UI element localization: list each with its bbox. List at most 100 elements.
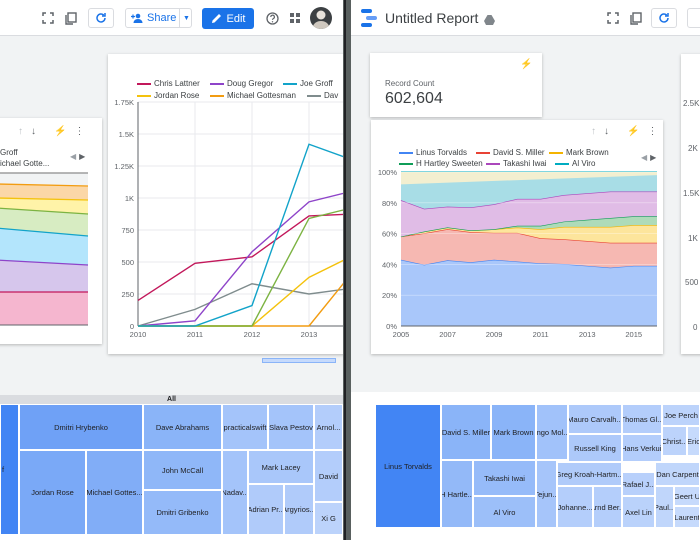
treemap-cell[interactable]: Laurent <box>674 506 700 528</box>
treemap-cell[interactable]: Eric <box>687 426 700 456</box>
treemap-cell[interactable]: Geert U <box>674 486 700 506</box>
treemap-cell[interactable]: Dmitri Hrybenko <box>19 404 143 450</box>
x-tick-label: 2013 <box>579 330 596 339</box>
fullscreen-icon[interactable] <box>603 8 623 28</box>
treemap-cell[interactable]: Al Viro <box>473 496 536 528</box>
x-tick-label: 2007 <box>439 330 456 339</box>
treemap-cell[interactable]: Arnd Ber... <box>593 486 622 528</box>
legend-item: Michael Gottesman <box>210 91 296 100</box>
treemap-cell[interactable]: Nadav... <box>222 450 248 535</box>
treemap-cell[interactable]: John McCall <box>143 450 222 490</box>
treemap-header: All <box>0 395 343 404</box>
treemap-cell[interactable]: Thomas Gl... <box>622 404 662 434</box>
treemap-cell[interactable]: practicalswift <box>222 404 268 450</box>
treemap-left[interactable]: All f Dmitri Hrybenko Dave Abrahams prac… <box>0 395 343 540</box>
copy-icon[interactable] <box>626 8 646 28</box>
y-tick: 0 <box>693 323 698 332</box>
treemap-cell[interactable]: H Hartle... <box>441 460 473 528</box>
treemap-cell[interactable]: Tejun... <box>536 460 557 528</box>
treemap-cell[interactable]: Dave Abrahams <box>143 404 222 450</box>
treemap-cell[interactable]: David S. Miller <box>441 404 491 460</box>
x-tick-label: 2009 <box>486 330 503 339</box>
chart-header-icons: ↑ ↓ ⚡ ⋮ <box>591 126 657 137</box>
sort-up-icon[interactable]: ↑ <box>18 126 23 137</box>
treemap-cell[interactable]: Slava Pestov <box>268 404 314 450</box>
legend-item: Al Viro <box>555 159 595 168</box>
treemap-cell[interactable]: Michael Gottes... <box>86 450 143 535</box>
apps-grid-icon[interactable] <box>287 8 303 28</box>
lightning-off-icon[interactable]: ⚡ <box>54 126 67 137</box>
treemap-cell[interactable]: Ingo Mol... <box>536 404 568 460</box>
treemap-cell[interactable]: Mark Lacey <box>248 450 314 484</box>
treemap-cell[interactable]: David <box>314 450 343 502</box>
legend-item: Linus Torvalds <box>399 148 467 157</box>
treemap-cell[interactable]: Takashi Iwai <box>473 460 536 496</box>
y-tick-label: 0 <box>130 322 134 331</box>
y-tick-label: 60% <box>382 230 397 239</box>
chevron-down-icon[interactable]: ▼ <box>183 14 190 22</box>
scorecard-value: 602,604 <box>385 90 443 107</box>
area-chart-card[interactable]: ↑ ↓ ⚡ ⋮ Linus Torvalds David S. Miller M… <box>371 120 663 354</box>
treemap-cell[interactable]: Mauro Carvalh... <box>568 404 622 434</box>
area-chart-left-plot <box>0 172 89 326</box>
legend-item: Jordan Rose <box>137 91 199 100</box>
legend-item: Mark Brown <box>549 148 609 157</box>
drive-icon <box>484 12 495 30</box>
treemap-cell[interactable]: Hans Verkuil <box>622 434 662 462</box>
treemap-cell[interactable]: Linus Torvalds <box>375 404 441 528</box>
treemap-cell[interactable]: Mark Brown <box>491 404 536 460</box>
x-tick-label: 2005 <box>393 330 410 339</box>
refresh-button[interactable] <box>88 8 114 28</box>
legend-pager[interactable]: ◀ ▶ <box>70 152 86 161</box>
y-tick-label: 20% <box>382 291 397 300</box>
more-vert-icon[interactable]: ⋮ <box>74 126 85 137</box>
horizontal-scrollbar[interactable] <box>262 358 336 363</box>
area-chart-card-left[interactable]: ↑ ↓ ⚡ ⋮ Groff ichael Gotte... ◀ ▶ 014 20… <box>0 118 102 428</box>
legend-item: Chris Lattner <box>137 79 200 88</box>
refresh-button[interactable] <box>651 8 677 28</box>
treemap-cell[interactable]: Johanne... <box>557 486 593 528</box>
x-tick-label: 2010 <box>130 330 147 339</box>
treemap-cell[interactable]: Dmitri Gribenko <box>143 490 222 535</box>
treemap-cell[interactable]: Russell King <box>568 434 622 462</box>
treemap-cell[interactable]: Axel Lin <box>622 496 655 528</box>
partial-chart-card[interactable]: 2.5K 2K 1.5K 1K 500 0 <box>681 54 700 354</box>
treemap-cell[interactable]: Joe Perch <box>662 404 700 426</box>
copy-icon[interactable] <box>61 8 81 28</box>
more-vert-icon[interactable]: ⋮ <box>647 126 658 137</box>
lightning-off-icon[interactable]: ⚡ <box>520 59 533 70</box>
help-icon[interactable] <box>263 8 281 28</box>
fullscreen-icon[interactable] <box>38 8 58 28</box>
lightning-off-icon[interactable]: ⚡ <box>627 126 640 137</box>
report-title[interactable]: Untitled Report <box>385 10 479 26</box>
scorecard-card[interactable]: Record Count 602,604 ⚡ <box>370 53 542 117</box>
sort-down-icon[interactable]: ↓ <box>31 126 36 137</box>
treemap-cell[interactable]: Xi G <box>314 502 343 535</box>
share-button[interactable]: Share ▼ <box>125 8 192 28</box>
treemap-cell[interactable]: Adrian Pr... <box>248 484 284 535</box>
sort-down-icon[interactable]: ↓ <box>604 126 609 137</box>
legend-pager[interactable]: ◀ ▶ <box>641 153 657 162</box>
treemap-cell[interactable]: Christ... <box>662 426 687 456</box>
treemap-cell[interactable]: Arnol... <box>314 404 343 450</box>
share-button[interactable] <box>687 8 700 28</box>
treemap-cell[interactable]: Jordan Rose <box>19 450 86 535</box>
edit-button[interactable]: Edit <box>202 8 254 29</box>
x-tick-label: 2011 <box>533 330 549 339</box>
treemap-cell[interactable]: Dan Carpent <box>655 462 700 486</box>
sort-up-icon[interactable]: ↑ <box>591 126 596 137</box>
legend-item: Dav <box>307 91 338 100</box>
treemap-cell[interactable]: Rafael J... <box>622 472 655 496</box>
line-chart-card[interactable]: Chris Lattner Doug Gregor Joe Groff Jord… <box>108 54 343 354</box>
avatar[interactable] <box>310 7 332 29</box>
treemap-cell[interactable]: Argyrios... <box>284 484 314 535</box>
legend-item: ichael Gotte... <box>0 159 50 168</box>
treemap-right[interactable]: Linus Torvalds David S. Miller Mark Brow… <box>351 392 700 540</box>
series-line <box>138 259 343 327</box>
legend-item: Groff <box>0 148 18 157</box>
y-tick: 500 <box>685 278 699 287</box>
treemap-cell[interactable]: Greg Kroah-Hartm... <box>557 462 622 486</box>
refresh-icon <box>659 13 669 23</box>
treemap-cell[interactable]: Paul... <box>655 486 674 528</box>
treemap-cell[interactable]: f <box>0 404 19 535</box>
